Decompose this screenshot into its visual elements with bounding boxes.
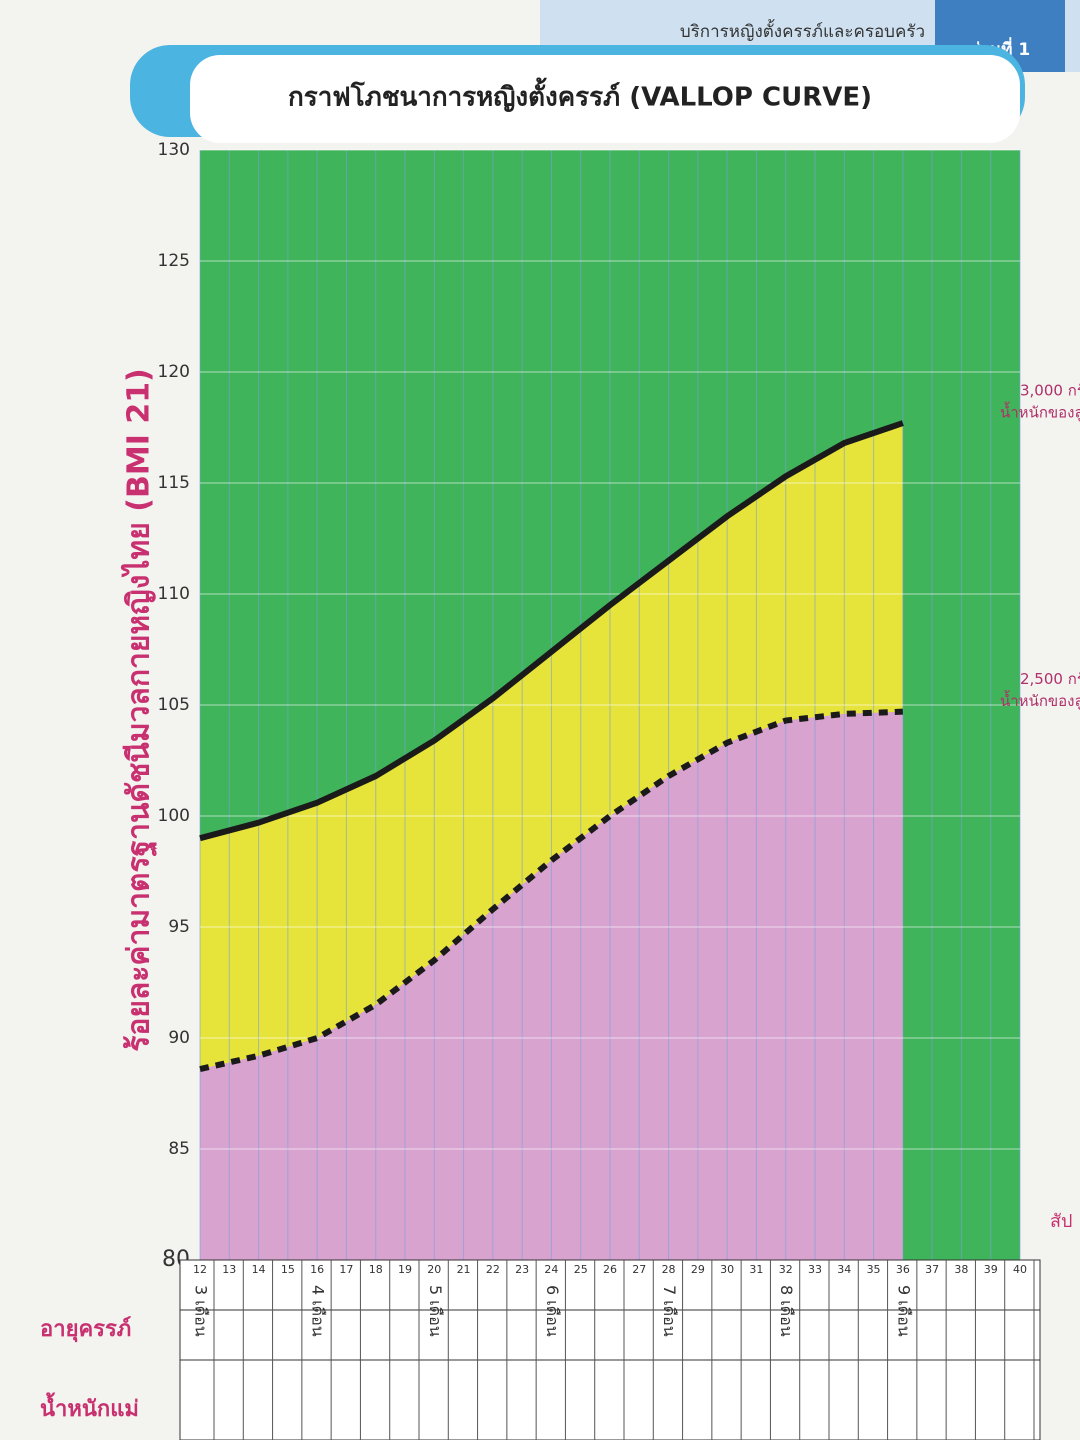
x-tick-label: 26	[603, 1263, 617, 1276]
x-tick-label: 20	[427, 1263, 441, 1276]
x-tick-label: 33	[808, 1263, 822, 1276]
x-tick-label: 40	[1013, 1263, 1027, 1276]
y-tick-label: 85	[168, 1139, 190, 1159]
x-tick-label: 36	[896, 1263, 910, 1276]
x-tick-label: 31	[749, 1263, 763, 1276]
x-tick-label: 30	[720, 1263, 734, 1276]
month-label: 3 เดือน	[192, 1285, 211, 1337]
month-label: 6 เดือน	[543, 1285, 562, 1337]
header-section: บริการหญิงตั้งครรภ์และครอบครัว	[680, 19, 925, 42]
x-tick-label: 34	[837, 1263, 851, 1276]
title-box	[190, 55, 1020, 143]
y-axis-label: ร้อยละค่ามาตรฐานดัชนีมวลกายหญิงไทย (BMI …	[121, 368, 159, 1052]
x-tick-label: 25	[574, 1263, 588, 1276]
x-tick-label: 39	[984, 1263, 998, 1276]
x-tick-label: 22	[486, 1263, 500, 1276]
month-label: 8 เดือน	[777, 1285, 796, 1337]
y-tick-label: 95	[168, 917, 190, 937]
x-tick-label: 12	[193, 1263, 207, 1276]
series-note: น้ำหนักของลูก	[1000, 402, 1080, 422]
x-tick-label: 32	[779, 1263, 793, 1276]
chart-title: กราฟโภชนาการหญิงตั้งครรภ์ (VALLOP CURVE)	[288, 77, 872, 113]
x-tick-label: 38	[954, 1263, 968, 1276]
y-tick-label: 130	[158, 140, 190, 160]
y-tick-label: 110	[158, 584, 190, 604]
x-tick-label: 15	[281, 1263, 295, 1276]
month-label: 7 เดือน	[660, 1285, 679, 1337]
y-tick-label: 120	[158, 362, 190, 382]
x-tick-label: 24	[544, 1263, 558, 1276]
x-tick-label: 18	[369, 1263, 383, 1276]
y-tick-label: 115	[158, 473, 190, 493]
x-tick-label: 37	[925, 1263, 939, 1276]
y-tick-label: 105	[158, 695, 190, 715]
row-label: น้ำหนักแม่	[40, 1392, 139, 1422]
x-tick-label: 13	[222, 1263, 236, 1276]
series-label: 2,500 กรัม	[1020, 670, 1080, 688]
y-tick-label: 100	[158, 806, 190, 826]
x-tick-label: 28	[662, 1263, 676, 1276]
month-label: 5 เดือน	[426, 1285, 445, 1337]
x-tick-label: 27	[632, 1263, 646, 1276]
x-tick-label: 23	[515, 1263, 529, 1276]
x-axis-label: สัป	[1050, 1211, 1072, 1232]
x-tick-label: 14	[252, 1263, 266, 1276]
x-tick-label: 21	[457, 1263, 471, 1276]
table	[179, 1259, 1041, 1440]
series-note: น้ำหนักของลูก	[1000, 690, 1080, 710]
y-tick-label: 125	[158, 251, 190, 271]
month-label: 9 เดือน	[894, 1285, 913, 1337]
x-tick-label: 35	[867, 1263, 881, 1276]
x-tick-label: 17	[339, 1263, 353, 1276]
month-label: 4 เดือน	[309, 1285, 328, 1337]
y-tick-label: 90	[168, 1028, 190, 1048]
x-tick-label: 29	[691, 1263, 705, 1276]
row-label: อายุครรภ์	[40, 1316, 131, 1343]
line	[199, 420, 904, 842]
line	[199, 708, 903, 1073]
x-tick-label: 16	[310, 1263, 324, 1276]
series-label: 3,000 กรัม	[1020, 382, 1080, 400]
x-tick-label: 19	[398, 1263, 412, 1276]
